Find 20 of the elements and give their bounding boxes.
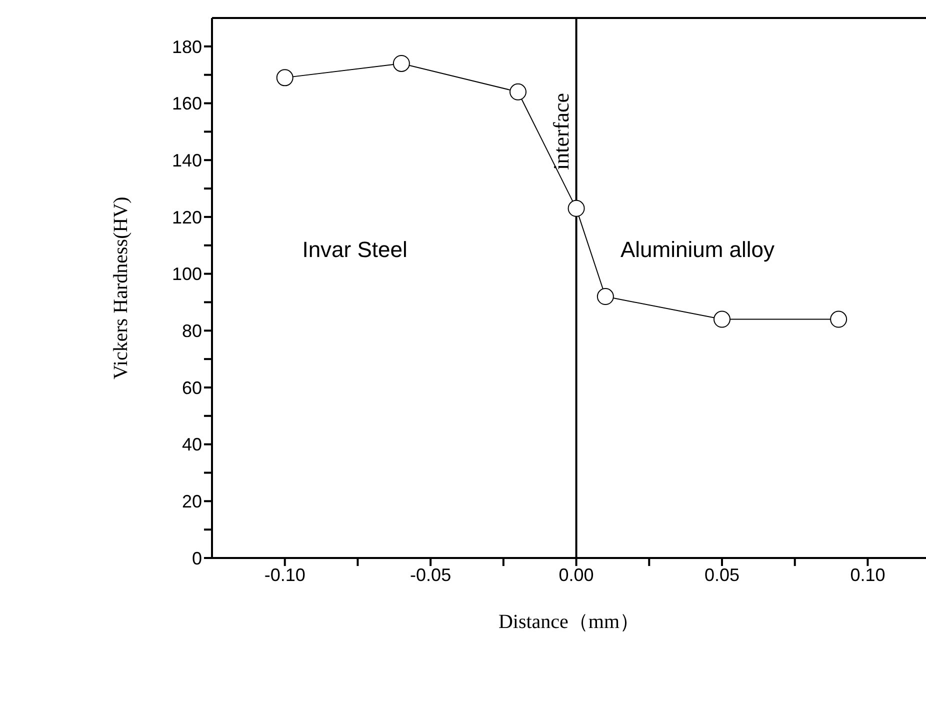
- x-tick-label: 0.10: [850, 564, 886, 585]
- y-tick-label: 40: [182, 434, 202, 455]
- y-tick-label: 140: [172, 150, 202, 170]
- x-tick-label: 0.05: [704, 564, 740, 585]
- y-tick-label: 160: [172, 94, 202, 114]
- y-tick-label: 20: [182, 492, 202, 512]
- y-tick-label: 60: [182, 378, 202, 398]
- x-axis-title: Distance（mm）: [498, 611, 640, 633]
- y-tick-label: 120: [172, 207, 202, 228]
- annotation: Aluminium alloy: [620, 236, 775, 263]
- annotation: Invar Steel: [302, 236, 408, 263]
- y-tick-label: 180: [172, 36, 202, 57]
- y-axis-title: Vickers Hardness(HV): [110, 196, 132, 380]
- y-tick-label: 100: [172, 264, 202, 284]
- y-tick-label: 0: [192, 548, 202, 568]
- y-tick-label: 80: [182, 321, 202, 342]
- x-tick-label: -0.10: [264, 564, 306, 585]
- x-tick-label: -0.05: [410, 564, 452, 585]
- x-tick-label: 0.00: [558, 564, 594, 585]
- ref-line-label: interface: [548, 93, 574, 170]
